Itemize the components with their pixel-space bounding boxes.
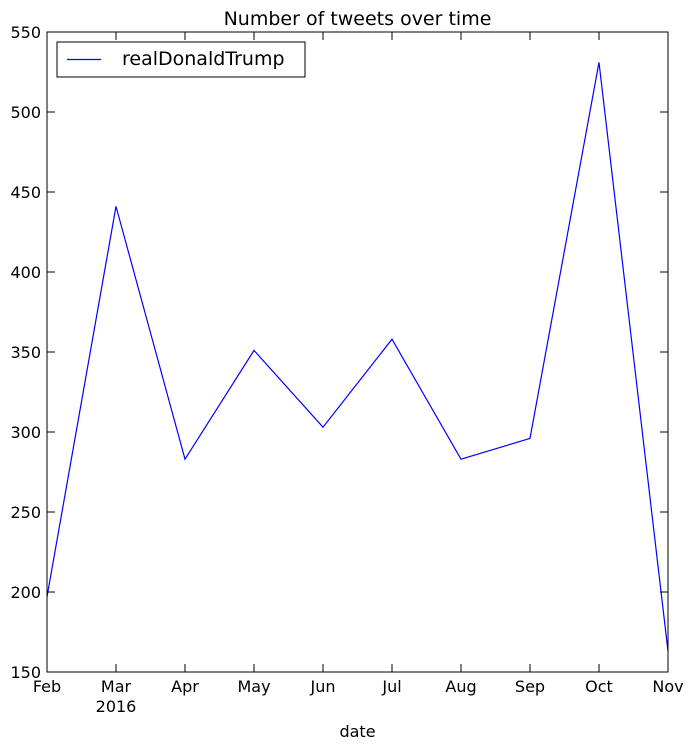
- x-tick-label: Jun: [310, 677, 336, 696]
- x-axis-label: date: [339, 722, 375, 741]
- y-tick-label: 150: [10, 663, 41, 682]
- chart-title: Number of tweets over time: [224, 8, 492, 30]
- plot-frame: [46, 31, 669, 673]
- y-tick-label: 400: [10, 263, 41, 282]
- y-tick-label: 450: [10, 183, 41, 202]
- y-tick-label: 250: [10, 503, 41, 522]
- series-line: [46, 62, 669, 652]
- y-tick-label: 350: [10, 343, 41, 362]
- x-tick-label: May: [237, 677, 270, 696]
- x-tick-label: Apr: [171, 677, 199, 696]
- y-tick-label: 200: [10, 583, 41, 602]
- legend-label: realDonaldTrump: [122, 48, 285, 70]
- y-tick-label: 550: [10, 23, 41, 42]
- y-tick-label: 300: [10, 423, 41, 442]
- y-tick-label: 500: [10, 103, 41, 122]
- x-tick-label: Jul: [381, 677, 401, 696]
- x-tick-label: Nov: [652, 677, 683, 696]
- x-year-label: 2016: [96, 697, 137, 716]
- x-tick-label: Sep: [515, 677, 545, 696]
- x-tick-label: Oct: [585, 677, 613, 696]
- legend: realDonaldTrump: [56, 41, 306, 78]
- x-tick-label: Feb: [33, 677, 61, 696]
- x-tick-label: Mar: [101, 677, 132, 696]
- x-tick-label: Aug: [445, 677, 476, 696]
